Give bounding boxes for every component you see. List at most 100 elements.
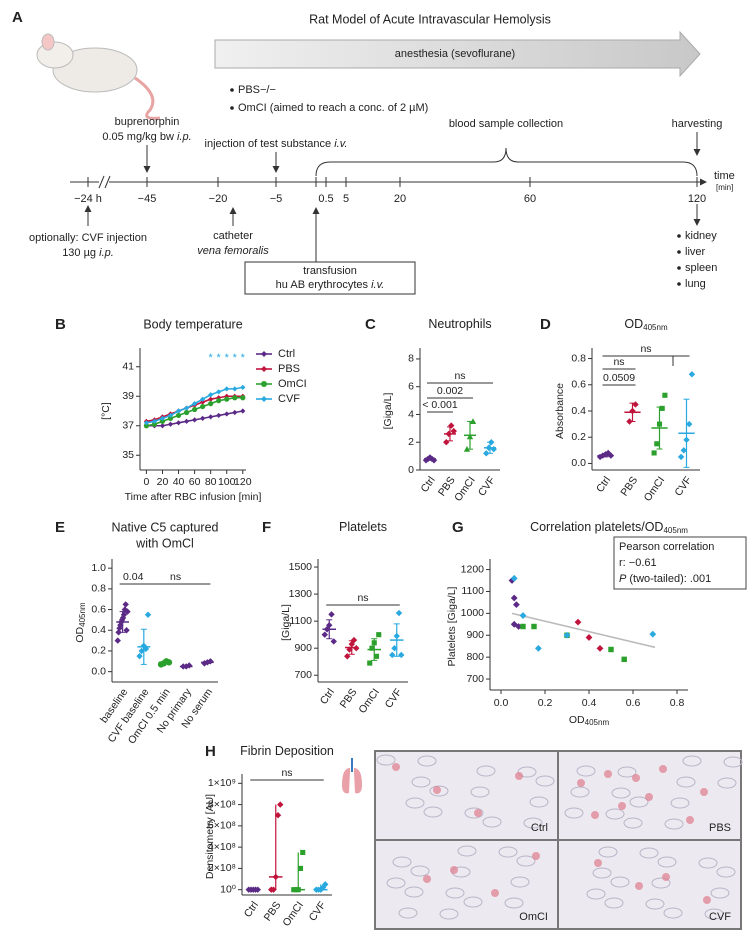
- panel-title: Native C5 captured: [111, 520, 218, 534]
- panel-title: Correlation platelets/OD405nm: [530, 520, 688, 535]
- significance: *: [233, 352, 238, 364]
- y-tick-label: 0.0: [571, 457, 586, 469]
- y-tick-label: 0.0: [91, 665, 106, 677]
- data-point: [224, 411, 230, 417]
- tissue: [657, 856, 677, 868]
- data-point: [200, 396, 206, 402]
- data-point: [136, 652, 143, 660]
- data-point: [175, 412, 182, 419]
- fibrin-stain: [591, 811, 599, 819]
- tissue: [423, 806, 443, 818]
- tissue: [605, 808, 625, 820]
- comparison-label: 0.04: [123, 571, 144, 583]
- fibrin-stain: [532, 852, 540, 860]
- axis-label: Platelets [Giga/L]: [446, 586, 458, 666]
- tissue: [476, 765, 496, 777]
- data-point: [677, 453, 685, 461]
- y-tick-label: 39: [122, 390, 134, 402]
- tissue: [405, 797, 425, 809]
- data-point: [200, 399, 206, 405]
- legend-label: PBS: [278, 363, 300, 375]
- annotation: buprenorphin: [115, 116, 180, 128]
- x-tick-label: PBS: [338, 686, 360, 710]
- x-tick-label: CVF: [383, 686, 405, 710]
- data-point: [376, 632, 382, 638]
- y-tick-label: 700: [294, 669, 312, 681]
- panel-title: with OmCl: [135, 536, 194, 550]
- y-tick-label: 0.8: [91, 583, 106, 595]
- y-tick-label: 900: [294, 642, 312, 654]
- tissue: [510, 876, 530, 888]
- data-point: [159, 418, 166, 424]
- axis-label: time: [714, 170, 735, 182]
- data-point: [117, 621, 124, 629]
- y-tick-label: 0.4: [571, 405, 586, 417]
- time-label: −24 h: [74, 193, 102, 205]
- tissue: [717, 777, 737, 789]
- panel-letter: F: [262, 519, 271, 536]
- data-point: [216, 412, 222, 419]
- image-label: CVF: [709, 911, 731, 923]
- data-point: [443, 439, 450, 446]
- comparison-label: 0.002: [437, 385, 463, 397]
- data-point: [450, 427, 457, 435]
- fibrin-stain: [703, 896, 711, 904]
- organ: spleen: [685, 262, 717, 274]
- data-point: [490, 445, 497, 453]
- y-tick-label: 35: [122, 449, 134, 461]
- data-point: [398, 651, 405, 659]
- data-point: [151, 418, 158, 424]
- comparison-label: < 0.001: [422, 399, 457, 411]
- comparison-label: ns: [170, 571, 181, 583]
- time-label: 5: [343, 193, 349, 205]
- data-point: [680, 447, 687, 454]
- data-point: [563, 631, 571, 639]
- stats-text: P (two-tailed): .001: [619, 573, 711, 585]
- fibrin-stain: [474, 809, 482, 817]
- tissue: [404, 886, 424, 898]
- fit-line: [511, 612, 656, 649]
- data-point: [686, 420, 693, 428]
- fibrin-stain: [659, 765, 667, 773]
- fibrin-stain: [632, 774, 640, 782]
- fibrin-stain: [433, 786, 441, 794]
- tissue: [682, 755, 702, 767]
- legend-marker: [261, 366, 267, 372]
- data-point: [448, 422, 455, 429]
- panel-a: A Rat Model of Acute Intravascular Hemol…: [12, 9, 735, 295]
- data-point: [535, 644, 542, 652]
- stats-box: [613, 536, 747, 590]
- x-tick-label: OmCI: [642, 474, 668, 503]
- data-point: [531, 623, 537, 630]
- data-point: [330, 638, 337, 645]
- data-point: [122, 601, 129, 608]
- tissue: [716, 866, 736, 878]
- fibrin-stain: [577, 779, 585, 787]
- comparison-label: ns: [454, 370, 465, 382]
- fibrin-stain: [491, 889, 499, 897]
- fibrin-stain: [450, 866, 458, 874]
- tissue: [516, 855, 536, 867]
- x-tick-label: 0.2: [538, 697, 553, 709]
- data-point: [240, 408, 246, 414]
- x-tick-label: PBS: [262, 899, 284, 923]
- data-point: [649, 630, 657, 638]
- tissue: [570, 786, 590, 798]
- data-point: [519, 612, 527, 619]
- organ: kidney: [685, 230, 717, 242]
- tissue: [664, 818, 684, 830]
- x-tick-label: 40: [173, 476, 185, 488]
- y-tick-label: 1500: [289, 561, 313, 573]
- data-point: [159, 423, 166, 429]
- data-point: [115, 629, 122, 636]
- organ: liver: [685, 246, 706, 258]
- data-point: [350, 636, 358, 644]
- tissue: [610, 876, 630, 888]
- fibrin-stain: [594, 859, 602, 867]
- data-point: [167, 412, 174, 419]
- tissue: [617, 766, 637, 778]
- x-tick-label: Ctrl: [594, 474, 613, 494]
- y-tick-label: 1100: [461, 585, 484, 597]
- tissue: [376, 754, 396, 766]
